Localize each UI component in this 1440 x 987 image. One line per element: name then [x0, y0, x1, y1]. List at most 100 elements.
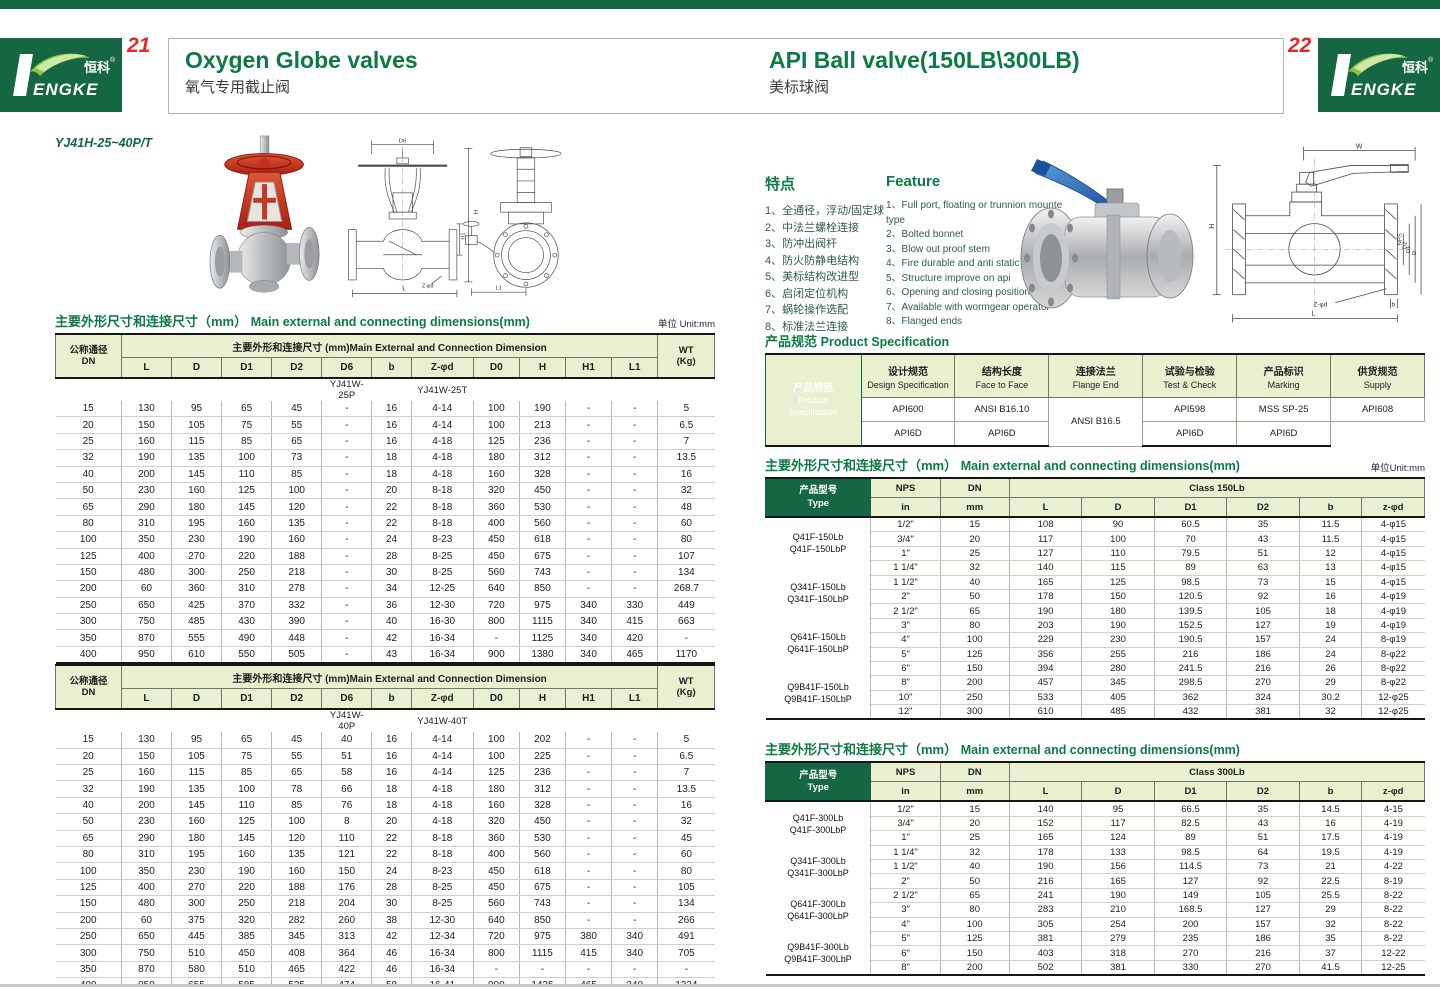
- dim150-title-en: Main external and connecting dimensions(…: [960, 459, 1240, 473]
- left-images-row: D6 H L Z-φd: [55, 128, 715, 308]
- cell: 1380: [518, 646, 567, 665]
- cell: 20: [371, 813, 412, 831]
- cell: 180: [170, 498, 223, 516]
- cell: 1 1/4": [870, 560, 941, 576]
- cell: 12-34: [410, 928, 474, 946]
- cell: 160: [271, 862, 323, 880]
- cell: 60.5: [1153, 517, 1228, 533]
- cell: 150: [55, 564, 122, 582]
- cell: 63: [1226, 560, 1300, 576]
- cell: 381: [1226, 704, 1300, 721]
- page-number-left: 21: [127, 34, 151, 57]
- table-row: 1 1/4" 32 178 133 98.5 64 19.5 4-19: [766, 845, 1425, 861]
- cell: 32: [55, 449, 122, 467]
- cell: 125: [1081, 575, 1155, 590]
- cell: 32: [1298, 917, 1363, 932]
- cell: 4-18: [410, 797, 474, 815]
- cell: 450: [518, 813, 567, 831]
- cell: 42: [371, 629, 412, 647]
- cell: 160: [170, 482, 223, 500]
- left-title-en: Oxygen Globe valves: [185, 47, 418, 73]
- cell: 66.5: [1153, 801, 1228, 817]
- type-line: Q9B41F-300Lb: [787, 941, 849, 952]
- table-row: 4" 100 229 230 190.5 157 24 8-φ19: [766, 632, 1425, 648]
- cell: 160: [221, 515, 273, 533]
- cell: 216: [1153, 647, 1228, 662]
- cell: 55: [271, 416, 323, 434]
- logo-zh: 恒科: [84, 60, 110, 75]
- cell: 121: [321, 846, 373, 864]
- cell: 560: [472, 895, 520, 913]
- table-row: 2 1/2" 65 190 180 139.5 105 18 4-φ19: [766, 603, 1425, 619]
- cell: 105: [1226, 603, 1300, 619]
- table-row: 32 190 135 100 73-18 4-18 180 312- -13.5: [55, 449, 715, 467]
- cell: 975: [518, 928, 567, 946]
- cell: -: [564, 813, 613, 831]
- cell: -: [611, 515, 659, 533]
- dim300-title-en: Main external and connecting dimensions(…: [960, 743, 1240, 758]
- top-green-bar: [0, 0, 1440, 9]
- right-page-title: API Ball valve(150LB\300LB) 美标球阀: [769, 47, 1080, 97]
- cell: 115: [170, 433, 223, 451]
- cell: 415: [611, 613, 659, 631]
- table-row: 150 480 300 250 218 204 30 8-25 560 743- -134: [55, 895, 715, 913]
- cell: 188: [271, 548, 323, 565]
- cell: 380: [564, 928, 613, 946]
- cell: 230: [1081, 632, 1155, 648]
- cell: 32: [55, 780, 122, 798]
- cell: -: [611, 830, 659, 847]
- cell: 510: [221, 961, 273, 979]
- cell: 82.5: [1153, 816, 1228, 832]
- cell: 4-18: [410, 466, 474, 483]
- cell: -: [321, 416, 373, 434]
- cell: 1 1/2": [870, 859, 941, 875]
- cell: 127: [1226, 618, 1300, 634]
- table-row: 32 190 135 100 78 66 18 4-18 180 312- -13.5: [55, 780, 715, 798]
- cell: 20: [55, 748, 122, 766]
- cell: 2 1/2": [870, 888, 941, 904]
- table-row: 2" 50 216 165 127 92 22.5 8-19: [766, 873, 1425, 889]
- logo-en: ENGKE: [33, 80, 98, 99]
- cell: -: [611, 780, 659, 798]
- cell: 16: [1298, 816, 1363, 832]
- cell: 40: [939, 575, 1010, 590]
- cell: 1234: [657, 977, 715, 984]
- cell: 125: [221, 813, 273, 831]
- cell: 530: [518, 498, 567, 516]
- cell: 800: [472, 944, 520, 962]
- cell: 3/4": [870, 816, 941, 832]
- cell: 92: [1226, 873, 1300, 889]
- cell: -: [564, 780, 613, 798]
- feature-item: 7、蜗轮操作选配: [765, 304, 849, 316]
- cell: 100: [939, 917, 1010, 932]
- feature-item: 3、Blow out proof stem: [886, 243, 990, 255]
- cell: 502: [1008, 960, 1083, 977]
- cell: 216: [1226, 661, 1300, 677]
- cell: 16-34: [410, 629, 474, 647]
- cell: 870: [120, 629, 172, 647]
- cell: 25: [55, 764, 122, 782]
- cell: 100: [472, 748, 520, 766]
- cell: 15: [939, 517, 1010, 533]
- cell: 4": [870, 632, 941, 648]
- cell: -: [564, 912, 613, 929]
- table-row: 2 1/2" 65 241 190 149 105 25.5 8-22: [766, 888, 1425, 904]
- column-header: H1: [564, 357, 613, 379]
- cell: -: [611, 961, 659, 979]
- column-header: D: [170, 357, 223, 379]
- cell: 385: [221, 928, 273, 946]
- cell: 100: [221, 780, 273, 798]
- spec-column-header: 连接法兰 Flange End: [1048, 353, 1144, 398]
- type-line: Q9B41F-150LbP: [784, 694, 852, 705]
- column-header: D1: [221, 357, 273, 379]
- table-row: 40 200 145 110 85-18 4-18 160 328- -16: [55, 466, 715, 483]
- cell: 465: [611, 646, 659, 665]
- table-row: 250 650 425 370 332-36 12-30 720 975 340 330 449: [55, 597, 715, 615]
- cell: -: [564, 846, 613, 864]
- cell: YJ41W-25T: [411, 378, 474, 401]
- cell: 254: [1081, 917, 1155, 932]
- cell: 320: [221, 912, 273, 929]
- cell: 149: [1153, 888, 1228, 904]
- type-stack: Q41F-150Lb Q41F-150LbP Q341F-150Lb Q341F-15…: [766, 518, 871, 718]
- cell: 64: [1226, 845, 1300, 861]
